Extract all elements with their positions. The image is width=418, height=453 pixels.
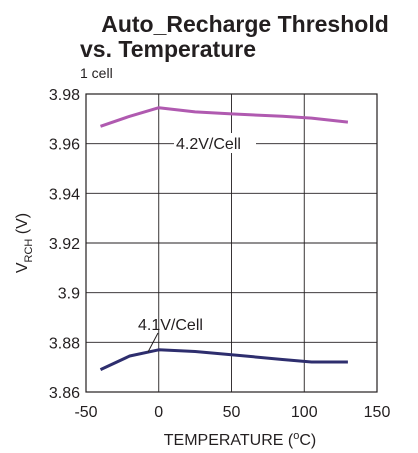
y-tick-label: 3.86 [49, 385, 80, 402]
series-line-1 [99, 348, 348, 371]
y-tick-label: 3.9 [58, 286, 80, 303]
y-tick-labels: 3.86 3.88 3.9 3.92 3.94 3.96 3.98 [49, 87, 80, 402]
y-axis-label: VRCH (V) [14, 213, 35, 273]
y-tick-label: 3.96 [49, 137, 80, 154]
chart-subtitle: 1 cell [80, 65, 113, 81]
series-line-0 [100, 106, 349, 128]
y-tick-label: 3.98 [49, 87, 80, 104]
series-label-bg-4-2v [174, 133, 256, 153]
x-tick-label: 50 [223, 404, 241, 421]
series-label-4-2v: 4.2V/Cell [176, 136, 241, 153]
y-tick-label: 3.94 [49, 186, 80, 203]
chart-title-line2: vs. Temperature [80, 36, 256, 62]
chart-title-line1: Auto_Recharge Threshold [101, 11, 389, 37]
x-tick-label: 100 [291, 404, 318, 421]
x-tick-label: 150 [364, 404, 391, 421]
series-label-leader-4-1v [147, 332, 159, 353]
x-axis-label: TEMPERATURE (oC) [164, 430, 317, 449]
plot-frame [85, 93, 378, 393]
y-tick-label: 3.92 [49, 236, 80, 253]
series-lines [99, 106, 349, 371]
series-label-4-1v: 4.1V/Cell [138, 317, 203, 334]
y-tick-label: 3.88 [49, 335, 80, 352]
x-tick-label: 0 [154, 404, 163, 421]
x-tick-label: -50 [74, 404, 97, 421]
x-tick-labels: -50 0 50 100 150 [74, 404, 390, 421]
